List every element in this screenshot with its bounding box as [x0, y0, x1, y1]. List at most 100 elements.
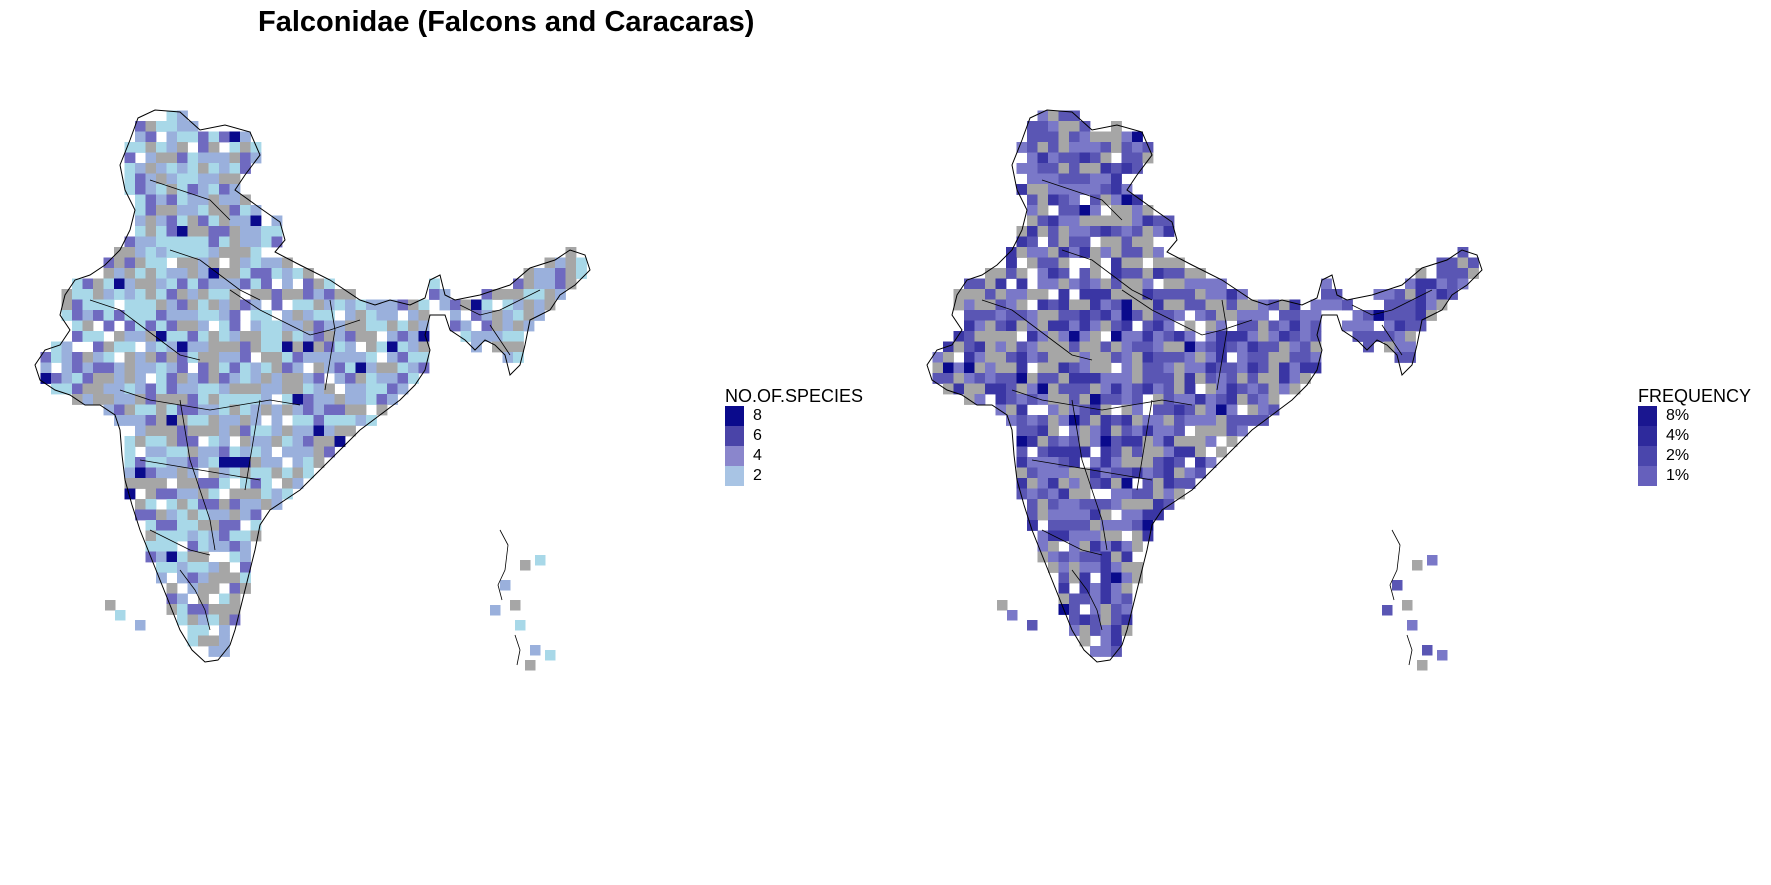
grid-cell	[345, 299, 356, 311]
grid-cell	[1037, 110, 1049, 122]
grid-cell	[1058, 236, 1070, 248]
grid-cell	[198, 583, 209, 594]
grid-cell	[324, 425, 335, 437]
grid-cell	[240, 415, 251, 426]
grid-cell	[261, 425, 272, 437]
grid-cell	[156, 205, 167, 216]
grid-cell	[1426, 299, 1437, 311]
grid-cell	[1132, 341, 1143, 353]
grid-cell	[229, 541, 241, 552]
grid-cell	[51, 383, 62, 395]
grid-cell	[1132, 383, 1143, 395]
grid-cell	[1027, 620, 1038, 631]
grid-cell	[208, 415, 220, 426]
grid-cell	[177, 247, 188, 258]
legend-item: 4	[725, 446, 863, 466]
grid-cell	[135, 331, 146, 342]
grid-cell	[418, 310, 430, 321]
grid-cell	[1247, 352, 1259, 363]
grid-cell	[1163, 320, 1175, 332]
grid-cell	[145, 362, 157, 374]
grid-cell	[1058, 289, 1070, 300]
grid-cell	[145, 415, 157, 426]
grid-cell	[1279, 310, 1290, 321]
grid-cell	[145, 142, 157, 153]
grid-cell	[219, 362, 230, 374]
grid-cell	[250, 383, 262, 395]
grid-cell	[1016, 394, 1028, 405]
grid-cell	[1258, 310, 1269, 321]
grid-cell	[1006, 320, 1017, 332]
grid-cell	[145, 467, 157, 479]
grid-cell	[1237, 352, 1248, 363]
grid-cell	[995, 289, 1007, 300]
grid-cell	[40, 352, 52, 363]
grid-cell	[510, 600, 521, 611]
grid-cell	[1300, 341, 1311, 353]
grid-cell	[1069, 478, 1080, 489]
grid-cell	[198, 635, 209, 647]
grid-cell	[219, 404, 230, 416]
grid-cell	[1163, 415, 1175, 426]
grid-cell	[1121, 436, 1133, 447]
grid-cell	[1184, 415, 1196, 426]
grid-cell	[1321, 289, 1332, 300]
grid-cell	[145, 320, 157, 332]
grid-cell	[1216, 341, 1227, 353]
grid-cell	[1111, 583, 1122, 594]
grid-cell	[995, 310, 1007, 321]
grid-cell	[1037, 131, 1049, 143]
grid-cell	[1163, 488, 1175, 500]
grid-cell	[1394, 289, 1406, 300]
grid-cell	[1111, 572, 1122, 584]
grid-cell	[250, 320, 262, 332]
legend-swatch	[725, 466, 744, 486]
grid-cell	[103, 299, 115, 311]
grid-cell	[1069, 205, 1080, 216]
grid-cell	[1079, 583, 1091, 594]
grid-cell	[1195, 436, 1206, 447]
grid-cell	[1058, 457, 1070, 468]
grid-cell	[156, 331, 167, 342]
grid-cell	[1058, 215, 1070, 227]
grid-cell	[219, 184, 230, 195]
grid-cell	[187, 625, 199, 636]
grid-cell	[51, 352, 62, 363]
grid-cell	[219, 194, 230, 206]
grid-cell	[1079, 614, 1091, 626]
grid-cell	[250, 520, 262, 531]
grid-cell	[1163, 467, 1175, 479]
grid-cell	[1007, 610, 1018, 621]
grid-cell	[82, 394, 94, 405]
grid-cell	[1079, 478, 1091, 489]
grid-cell	[82, 383, 94, 395]
grid-cell	[61, 341, 73, 353]
grid-cell	[145, 236, 157, 248]
grid-cell	[72, 331, 83, 342]
grid-cell	[408, 362, 419, 374]
legend-label: 4	[753, 447, 762, 464]
grid-cell	[1457, 268, 1469, 279]
grid-cell	[135, 131, 146, 143]
grid-cell	[1111, 541, 1122, 552]
grid-cell	[334, 299, 346, 311]
grid-cell	[124, 352, 136, 363]
grid-cell	[250, 257, 262, 269]
grid-cell	[520, 560, 531, 571]
grid-cell	[313, 404, 325, 416]
grid-cell	[177, 551, 188, 563]
grid-cell	[187, 184, 199, 195]
grid-cell	[1237, 299, 1248, 311]
state-border	[1041, 179, 1123, 221]
grid-cell	[208, 541, 220, 552]
grid-cell	[1111, 268, 1122, 279]
grid-cell	[229, 142, 241, 153]
grid-cell	[366, 415, 377, 426]
grid-cell	[1121, 205, 1133, 216]
grid-cell	[145, 226, 157, 237]
grid-cell	[1437, 650, 1448, 661]
grid-cell	[1090, 425, 1101, 437]
grid-cell	[1174, 446, 1185, 458]
grid-cell	[974, 362, 986, 374]
grid-cell	[187, 436, 199, 447]
